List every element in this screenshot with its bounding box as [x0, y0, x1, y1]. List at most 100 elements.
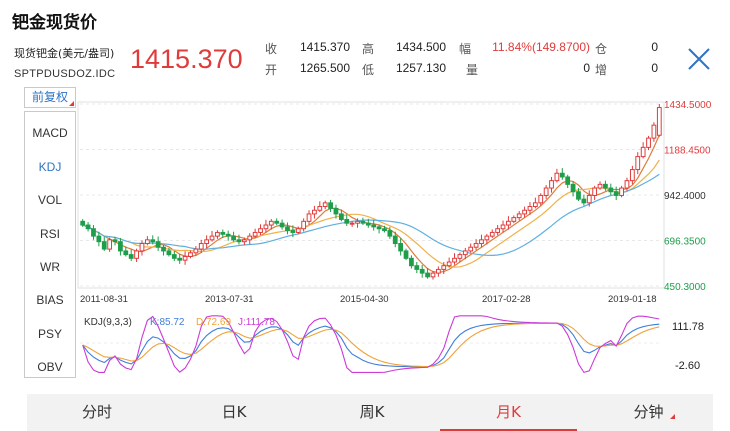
candle-body [624, 180, 630, 189]
tab-week-k[interactable]: 周K [359, 403, 385, 421]
candle-body [290, 230, 296, 233]
low-label: 低 [362, 63, 375, 77]
candle-body [549, 180, 554, 189]
candle-body [468, 246, 474, 252]
candle-body [656, 107, 662, 136]
candle-body [150, 239, 156, 243]
tab-day-k[interactable]: 日K [221, 403, 247, 421]
candle-body [322, 202, 328, 208]
candle-body [225, 233, 231, 237]
candle-body [285, 226, 290, 232]
date-axis-label: 2017-02-28 [482, 294, 531, 305]
candle-body [220, 231, 226, 235]
restore-rights-button[interactable]: 前复权 [24, 87, 76, 108]
candle-body [392, 235, 398, 245]
tab-minute[interactable]: 分钟 [595, 394, 713, 431]
candle-body [344, 218, 350, 224]
candle-body [613, 191, 619, 196]
page-title: 钯金现货价 [12, 13, 97, 33]
candle-body [511, 217, 517, 222]
candle-body [349, 222, 355, 225]
price-axis-label: 450.3000 [664, 282, 706, 293]
date-axis-label: 2013-07-31 [205, 294, 254, 305]
candle-body [506, 220, 511, 226]
candle-body [409, 257, 414, 267]
tab-month-k[interactable]: 月K [440, 394, 577, 431]
chart-grid [77, 101, 665, 344]
candle-body [317, 206, 323, 211]
candle-body [365, 222, 371, 226]
indicator-vol[interactable]: VOL [37, 193, 62, 207]
kdj-axis-bottom: -2.60 [675, 360, 700, 372]
high-label: 高 [362, 42, 375, 56]
candle-body [252, 231, 258, 237]
candle-body [403, 250, 409, 259]
candle-body [112, 239, 118, 243]
increase-value: 0 [651, 61, 658, 75]
indicator-wr[interactable]: WR [40, 260, 60, 274]
tab-intraday[interactable]: 分时 [81, 403, 112, 421]
ma-line [82, 173, 660, 257]
candles [80, 104, 662, 280]
candle-body [640, 146, 646, 158]
candle-body [430, 272, 436, 278]
kdj-axis-top: 111.78 [672, 321, 704, 333]
close-icon[interactable] [686, 46, 712, 72]
indicator-kdj[interactable]: KDJ [38, 160, 62, 174]
candle-body [134, 250, 139, 259]
high-value: 1434.500 [395, 40, 446, 54]
candle-body [144, 239, 150, 245]
candle-body [161, 246, 166, 252]
moving-average-lines [82, 134, 660, 274]
candle-body [215, 231, 220, 237]
candle-body [338, 213, 344, 220]
candle-body [382, 228, 387, 232]
period-tab-bar: 分时 日K 周K 月K 分钟 [27, 394, 713, 431]
increase-label: 增 [595, 63, 608, 77]
ma-line [82, 159, 660, 268]
candle-body [306, 213, 312, 222]
indicator-menu: MACD KDJ VOL RSI WR BIAS PSY OBV [24, 111, 76, 378]
candle-body [516, 213, 522, 219]
indicator-obv[interactable]: OBV [37, 360, 63, 374]
candle-body [96, 235, 102, 243]
candle-body [279, 222, 285, 228]
candle-body [188, 252, 193, 257]
indicator-bias[interactable]: BIAS [36, 293, 64, 307]
open-label: 开 [265, 63, 278, 77]
indicator-psy[interactable]: PSY [37, 327, 62, 341]
indicator-rsi[interactable]: RSI [39, 227, 60, 241]
candle-body [241, 239, 247, 243]
candle-body [171, 254, 177, 259]
kdj-d-value: D:72.69 [196, 317, 231, 328]
candle-body [603, 183, 608, 189]
ma-line [82, 134, 660, 274]
candle-body [118, 241, 123, 252]
candle-body [80, 220, 86, 226]
candle-body [457, 254, 463, 259]
candle-body [414, 265, 420, 270]
candle-body [301, 220, 307, 230]
date-axis-labels: 2011-08-31 2013-07-31 2015-04-30 2017-02-28… [80, 294, 657, 305]
candle-body [91, 228, 96, 237]
candle-body [193, 248, 199, 254]
last-price: 1415.370 [130, 44, 243, 74]
indicator-macd[interactable]: MACD [32, 126, 68, 140]
candle-body [85, 224, 91, 230]
restore-rights-label: 前复权 [31, 90, 68, 104]
kline-chart[interactable]: 1434.50001188.4500942.4000696.3500450.30… [0, 0, 730, 390]
candle-body [489, 231, 495, 237]
kdj-line [82, 315, 660, 374]
change-label: 幅 [459, 42, 472, 56]
candle-body [646, 137, 651, 148]
candle-body [328, 202, 333, 209]
candle-body [177, 257, 183, 261]
candle-body [166, 250, 172, 256]
candle-body [473, 243, 479, 248]
candle-body [425, 272, 430, 278]
dropdown-triangle-icon [669, 414, 675, 419]
candle-body [371, 224, 377, 228]
candle-body [268, 220, 274, 226]
candle-body [635, 156, 641, 171]
candle-body [419, 268, 425, 274]
